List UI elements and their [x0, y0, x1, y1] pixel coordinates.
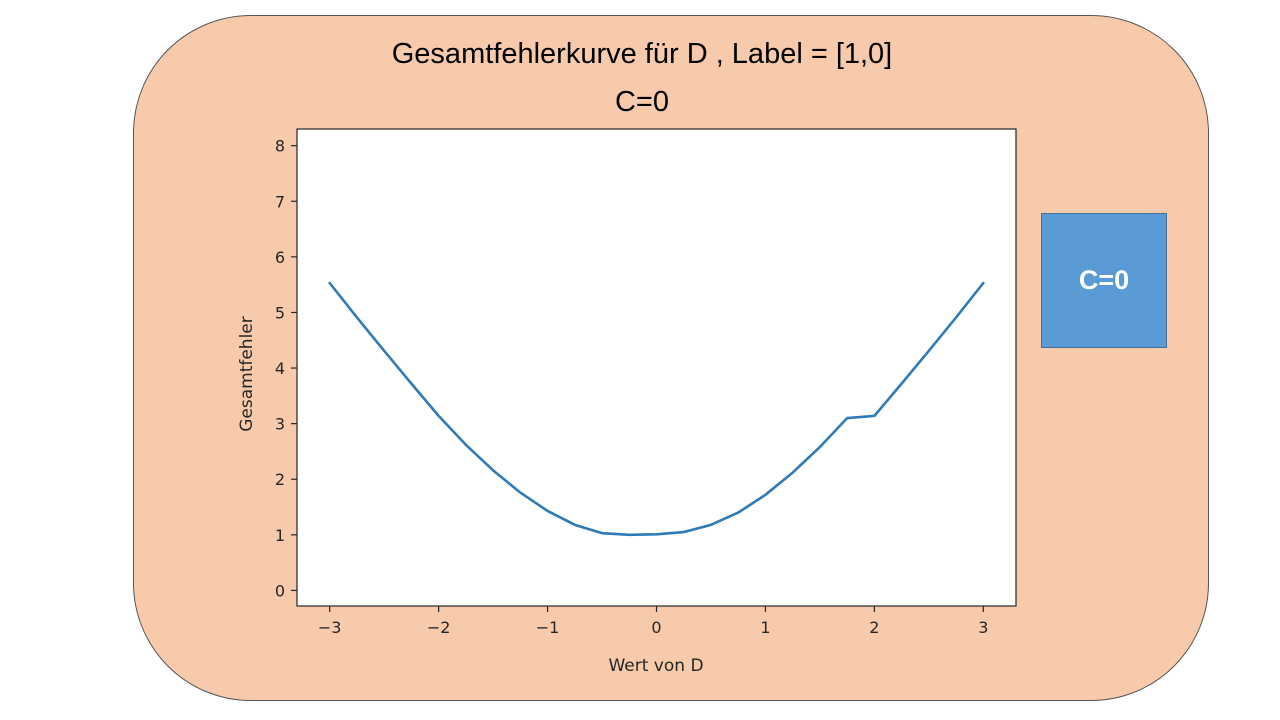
y-axis: 0 1 2 3 4 5 6 7 8 — [275, 137, 297, 600]
y-tick-label: 7 — [275, 192, 285, 211]
x-tick-label: −2 — [427, 618, 451, 637]
x-tick-label: 1 — [760, 618, 770, 637]
y-tick-label: 2 — [275, 470, 285, 489]
series-line — [328, 281, 985, 537]
y-tick-label: 3 — [275, 415, 285, 434]
x-tick-label: 2 — [869, 618, 879, 637]
y-tick-label: 4 — [275, 359, 285, 378]
y-tick-label: 6 — [275, 248, 285, 267]
c-value-box: C=0 — [1041, 213, 1167, 348]
x-tick-label: 0 — [651, 618, 661, 637]
x-axis: −3 −2 −1 0 1 2 3 — [318, 606, 988, 637]
x-tick-label: 3 — [978, 618, 988, 637]
y-tick-label: 8 — [275, 137, 285, 156]
c-value-box-label: C=0 — [1078, 265, 1130, 295]
y-tick-label: 1 — [275, 526, 285, 545]
x-tick-label: −1 — [536, 618, 560, 637]
x-tick-label: −3 — [318, 618, 342, 637]
x-axis-label: Wert von D — [608, 656, 703, 676]
chart-title-line-1: Gesamtfehlerkurve für D , Label = [1,0] — [391, 38, 893, 70]
y-tick-label: 0 — [275, 581, 285, 600]
y-tick-label: 5 — [275, 303, 285, 322]
chart-title-line-2: C=0 — [614, 86, 669, 118]
y-axis-label: Gesamtfehler — [237, 316, 257, 432]
plot-area — [296, 128, 1017, 607]
